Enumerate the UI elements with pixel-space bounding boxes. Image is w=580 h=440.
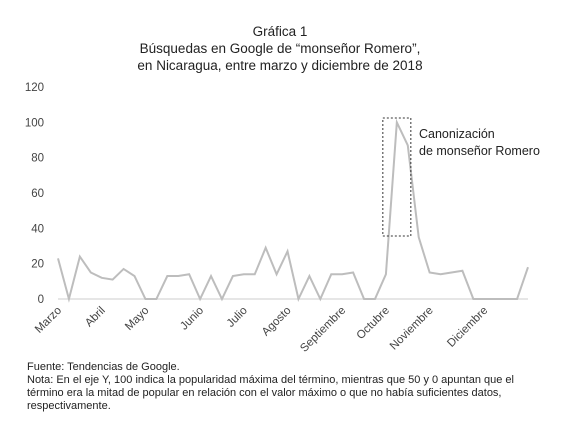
y-tick-label: 100 xyxy=(25,117,44,129)
x-tick-label: Abril xyxy=(83,305,108,330)
note: Nota: En el eje Y, 100 indica la popular… xyxy=(27,374,514,386)
x-tick-label: Junio xyxy=(178,305,206,333)
note: término era la mitad de popular en relac… xyxy=(27,387,502,399)
x-tick-label: Julio xyxy=(225,305,250,330)
chart-title: Gráfica 1 xyxy=(253,24,308,39)
x-tick-label: Septiembre xyxy=(298,305,348,355)
annotation: Canonización xyxy=(419,127,495,141)
x-tick-label: Agosto xyxy=(260,305,294,339)
chart-title: Búsquedas en Google de “monseñor Romero”… xyxy=(140,41,421,56)
line xyxy=(57,118,529,303)
y-tick-label: 0 xyxy=(38,294,44,306)
note: Fuente: Tendencias de Google. xyxy=(27,361,180,373)
x-tick-label: Marzo xyxy=(33,305,64,336)
x-tick-label: Octubre xyxy=(355,305,392,342)
chart-title: en Nicaragua, entre marzo y diciembre de… xyxy=(137,58,422,73)
x-tick-label: Diciembre xyxy=(445,305,490,350)
y-tick-label: 60 xyxy=(31,188,44,200)
note: respectivamente. xyxy=(27,400,111,412)
y-tick-label: 40 xyxy=(31,223,44,235)
x-tick-label: Noviembre xyxy=(388,305,436,353)
annotation-box xyxy=(382,117,412,237)
y-tick-label: 120 xyxy=(25,82,44,94)
x-tick-label: Mayo xyxy=(123,305,151,333)
y-tick-label: 20 xyxy=(31,259,44,271)
annotation: de monseñor Romero xyxy=(419,144,540,158)
y-tick-label: 80 xyxy=(31,153,44,165)
